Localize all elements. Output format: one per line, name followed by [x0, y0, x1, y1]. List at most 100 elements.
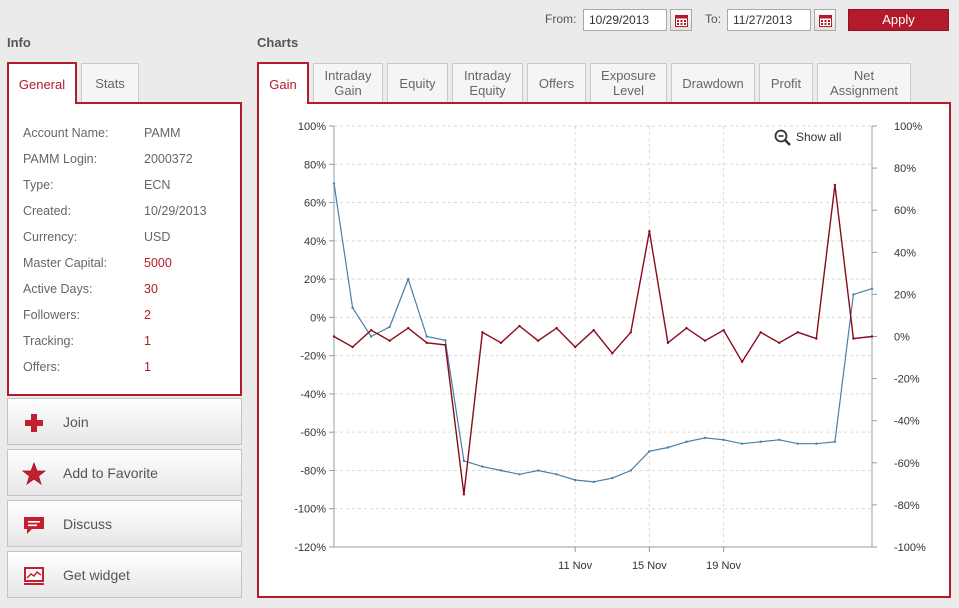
info-label: Created: — [23, 204, 71, 218]
data-point — [685, 440, 688, 443]
tab-label: Assignment — [830, 83, 898, 98]
data-point — [407, 277, 410, 281]
charts-section-title: Charts — [257, 35, 299, 50]
info-value[interactable]: 1 — [144, 334, 151, 348]
data-point — [740, 442, 744, 445]
tab-label: Intraday — [464, 68, 511, 83]
tab-label: Equity — [399, 75, 436, 91]
y-tick-label-left: 40% — [304, 236, 326, 248]
y-tick-label-right: 20% — [894, 289, 916, 301]
tab-general[interactable]: General — [7, 62, 77, 106]
tab-profit[interactable]: Profit — [759, 63, 813, 102]
from-date-input[interactable]: 10/29/2013 — [583, 9, 667, 31]
info-value[interactable]: 30 — [144, 282, 158, 296]
data-point — [499, 469, 503, 472]
data-point — [648, 450, 651, 453]
y-tick-label-right: 60% — [894, 205, 916, 217]
tab-stats[interactable]: Stats — [81, 63, 139, 102]
to-calendar-button[interactable] — [814, 9, 836, 31]
calendar-icon — [675, 15, 688, 27]
info-value[interactable]: 5000 — [144, 256, 172, 270]
y-tick-label-left: 60% — [304, 198, 326, 210]
data-point — [815, 442, 818, 445]
y-tick-label-left: -20% — [300, 351, 326, 363]
data-point — [778, 341, 781, 345]
tab-exposure-level[interactable]: Exposure Level — [590, 63, 667, 102]
data-point — [833, 440, 837, 443]
data-point — [870, 287, 874, 290]
tab-label: Level — [612, 83, 645, 98]
tab-drawdown[interactable]: Drawdown — [671, 63, 755, 102]
data-point — [518, 324, 521, 328]
y-tick-label-right: -40% — [894, 416, 920, 428]
y-tick-label-left: -120% — [294, 542, 326, 554]
add-to-favorite-button[interactable]: Add to Favorite — [7, 449, 242, 496]
data-point — [722, 438, 725, 442]
data-point — [481, 465, 484, 468]
info-value: USD — [144, 230, 171, 244]
data-point — [815, 337, 818, 340]
y-tick-label-left: -60% — [300, 427, 326, 439]
info-value[interactable]: 1 — [144, 360, 151, 374]
data-point — [444, 339, 447, 342]
data-point — [462, 459, 466, 463]
data-point — [648, 230, 651, 233]
data-point — [666, 446, 670, 449]
intraday-series-line — [333, 184, 873, 495]
data-point — [852, 293, 855, 296]
data-point — [518, 473, 521, 476]
show-all-label: Show all — [796, 130, 842, 144]
y-tick-label-right: 0% — [894, 332, 910, 344]
data-point — [870, 335, 874, 338]
info-value: 10/29/2013 — [144, 204, 207, 218]
action-label: Add to Favorite — [63, 465, 158, 481]
data-point — [796, 442, 799, 445]
to-date-input[interactable]: 11/27/2013 — [727, 9, 811, 31]
tab-offers[interactable]: Offers — [527, 63, 586, 102]
discuss-button[interactable]: Discuss — [7, 500, 242, 547]
info-section-title: Info — [7, 35, 31, 50]
from-calendar-button[interactable] — [670, 9, 692, 31]
data-point — [369, 328, 373, 332]
get-widget-button[interactable]: Get widget — [7, 551, 242, 598]
data-point — [499, 341, 503, 345]
action-label: Join — [63, 414, 89, 430]
data-point — [611, 476, 614, 480]
data-point — [462, 493, 466, 496]
data-point — [592, 480, 595, 484]
info-value[interactable]: 2 — [144, 308, 151, 322]
tab-equity[interactable]: Equity — [387, 63, 448, 102]
y-tick-label-left: -80% — [300, 465, 326, 477]
data-point — [536, 469, 540, 472]
tab-intraday-equity[interactable]: Intraday Equity — [452, 63, 523, 102]
info-label: Master Capital: — [23, 256, 108, 270]
chat-bubble-icon — [24, 517, 44, 534]
y-tick-label-right: 100% — [894, 121, 922, 133]
info-label: Followers: — [23, 308, 80, 322]
apply-button[interactable]: Apply — [848, 9, 949, 31]
tab-label: Equity — [469, 83, 506, 98]
data-point — [629, 331, 633, 334]
join-button[interactable]: Join — [7, 398, 242, 445]
data-point — [759, 331, 762, 334]
show-all-button[interactable]: Show all — [774, 129, 842, 146]
y-tick-label-left: 20% — [304, 274, 326, 286]
data-point — [685, 326, 688, 330]
data-point — [425, 335, 428, 338]
info-value: 2000372 — [144, 152, 193, 166]
to-label: To: — [705, 12, 722, 26]
data-point — [740, 360, 744, 363]
y-tick-label-right: -80% — [894, 500, 920, 512]
info-label: Active Days: — [23, 282, 93, 296]
tab-intraday-gain[interactable]: Intraday Gain — [313, 63, 383, 102]
y-tick-label-right: 40% — [894, 247, 916, 259]
y-tick-label-left: 100% — [298, 121, 326, 133]
data-point — [852, 337, 855, 340]
date-range-bar: From: 10/29/2013 To: 11/27/2013 Apply — [0, 9, 959, 31]
action-label: Discuss — [63, 516, 113, 532]
data-point — [388, 325, 391, 329]
tab-label: General — [18, 76, 66, 92]
tab-net-assignment[interactable]: Net Assignment — [817, 63, 911, 102]
tab-gain[interactable]: Gain — [257, 62, 309, 106]
info-label: PAMM Login: — [23, 152, 98, 166]
